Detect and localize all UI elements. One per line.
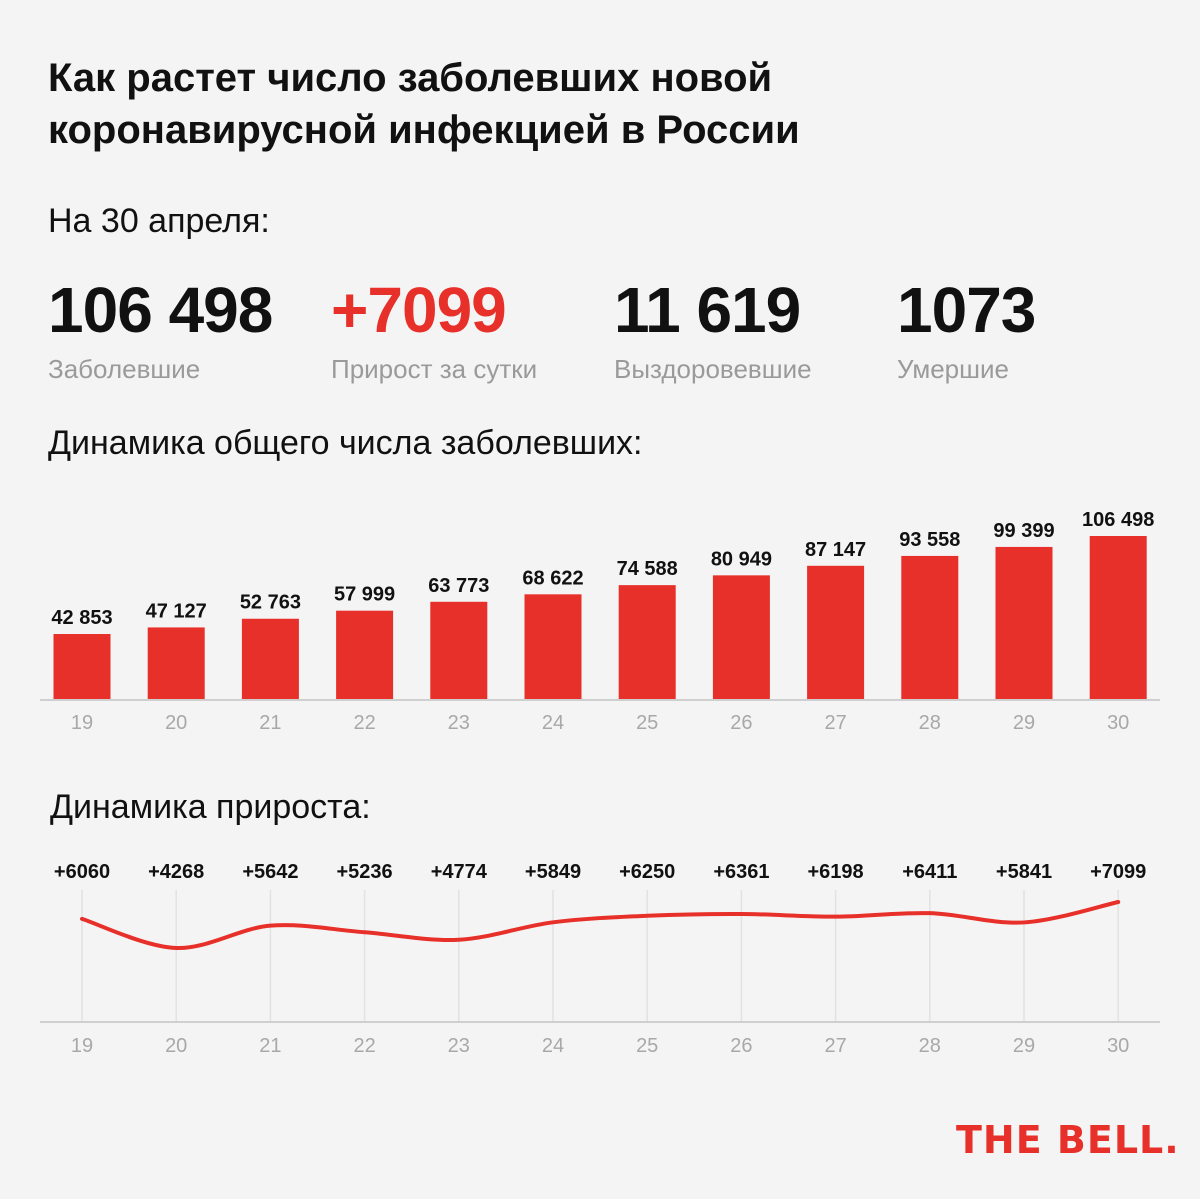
stat-daily-increase-value: +7099 xyxy=(331,274,507,346)
line-value-label: +5236 xyxy=(337,861,393,883)
stat-cases-value: 106 498 xyxy=(48,274,273,346)
x-tick-label: 27 xyxy=(824,1035,846,1057)
stat-recovered-label: Выздоровевшие xyxy=(614,354,812,384)
bar-value-label: 93 558 xyxy=(899,529,960,551)
increase-chart-title: Динамика прироста: xyxy=(50,788,371,826)
bar-value-label: 106 498 xyxy=(1082,509,1154,531)
increase-series-line xyxy=(80,900,1121,951)
x-tick-label: 29 xyxy=(1013,712,1035,734)
x-tick-label: 23 xyxy=(448,712,470,734)
bar-23 xyxy=(430,601,488,700)
x-tick-label: 30 xyxy=(1107,1035,1129,1057)
bar-28 xyxy=(901,555,959,700)
x-tick-label: 19 xyxy=(71,1035,93,1057)
brand-logo: THE BELL. xyxy=(956,1118,1180,1162)
line-value-label: +6250 xyxy=(619,861,675,883)
stat-cases-label: Заболевшие xyxy=(48,354,201,384)
x-tick-label: 19 xyxy=(71,712,93,734)
bar-value-label: 57 999 xyxy=(334,584,395,606)
x-tick-label: 27 xyxy=(824,712,846,734)
stat-cases: 106 498 Заболевшие xyxy=(48,272,273,385)
line-value-label: +6411 xyxy=(902,861,957,883)
bar-21 xyxy=(241,618,299,700)
x-tick-label: 28 xyxy=(919,1035,941,1057)
bar-19 xyxy=(53,634,111,700)
bar-value-label: 68 622 xyxy=(522,567,583,589)
line-value-label: +6198 xyxy=(808,861,864,883)
bar-22 xyxy=(336,610,394,700)
bar-value-label: 63 773 xyxy=(428,575,489,597)
bar-30 xyxy=(1089,536,1147,700)
stat-daily-increase-label: Прирост за сутки xyxy=(331,354,538,384)
line-value-label: +5642 xyxy=(242,861,298,883)
stat-recovered: 11 619 Выздоровевшие xyxy=(614,272,812,385)
title-line-1: Как растет число заболевших новой xyxy=(48,56,773,100)
stat-deaths-value: 1073 xyxy=(897,274,1036,346)
x-tick-label: 24 xyxy=(542,712,564,734)
x-tick-label: 24 xyxy=(542,1035,564,1057)
x-tick-label: 26 xyxy=(730,1035,752,1057)
stat-deaths: 1073 Умершие xyxy=(897,272,1036,385)
x-tick-label: 25 xyxy=(636,1035,658,1057)
x-tick-label: 28 xyxy=(919,712,941,734)
x-tick-label: 22 xyxy=(353,1035,375,1057)
totals-chart-title: Динамика общего числа заболевших: xyxy=(48,424,643,462)
bar-27 xyxy=(807,565,865,700)
bar-value-label: 74 588 xyxy=(617,558,678,580)
bar-value-label: 47 127 xyxy=(146,600,207,622)
bar-20 xyxy=(147,627,205,700)
x-tick-label: 30 xyxy=(1107,712,1129,734)
as-of-date: На 30 апреля: xyxy=(48,202,270,240)
bar-25 xyxy=(618,585,676,700)
stat-deaths-label: Умершие xyxy=(897,354,1009,384)
line-value-label: +7099 xyxy=(1090,861,1146,883)
bar-value-label: 52 763 xyxy=(240,592,301,614)
title-line-2: коронавирусной инфекцией в России xyxy=(48,108,800,152)
stat-daily-increase: +7099 Прирост за сутки xyxy=(331,272,537,385)
x-tick-label: 26 xyxy=(730,712,752,734)
x-tick-label: 21 xyxy=(259,1035,281,1057)
page-title: Как растет число заболевших новой корона… xyxy=(48,52,1048,156)
x-tick-label: 20 xyxy=(165,712,187,734)
x-tick-label: 23 xyxy=(448,1035,470,1057)
x-tick-label: 29 xyxy=(1013,1035,1035,1057)
totals-bar-chart: 42 853 19 47 127 20 52 763 21 57 999 22 63 773 23… xyxy=(40,509,1160,734)
line-value-label: +4774 xyxy=(431,861,488,883)
bar-value-label: 99 399 xyxy=(993,520,1054,542)
increase-line-chart: +6060 19 +4268 20 +5642 21 +5236 22 +4774 23 +5849… xyxy=(40,861,1160,1057)
bar-value-label: 87 147 xyxy=(805,539,866,561)
line-value-label: +4268 xyxy=(148,861,204,883)
line-value-label: +5849 xyxy=(525,861,581,883)
bar-26 xyxy=(712,575,770,700)
bar-29 xyxy=(995,546,1053,700)
line-value-label: +6361 xyxy=(713,861,769,883)
line-value-label: +6060 xyxy=(54,861,110,883)
stat-recovered-value: 11 619 xyxy=(614,274,801,346)
x-tick-label: 21 xyxy=(259,712,281,734)
line-value-label: +5841 xyxy=(996,861,1052,883)
bar-value-label: 42 853 xyxy=(51,607,112,629)
x-tick-label: 25 xyxy=(636,712,658,734)
x-tick-label: 22 xyxy=(353,712,375,734)
bar-value-label: 80 949 xyxy=(711,548,772,570)
x-tick-label: 20 xyxy=(165,1035,187,1057)
bar-24 xyxy=(524,594,582,700)
